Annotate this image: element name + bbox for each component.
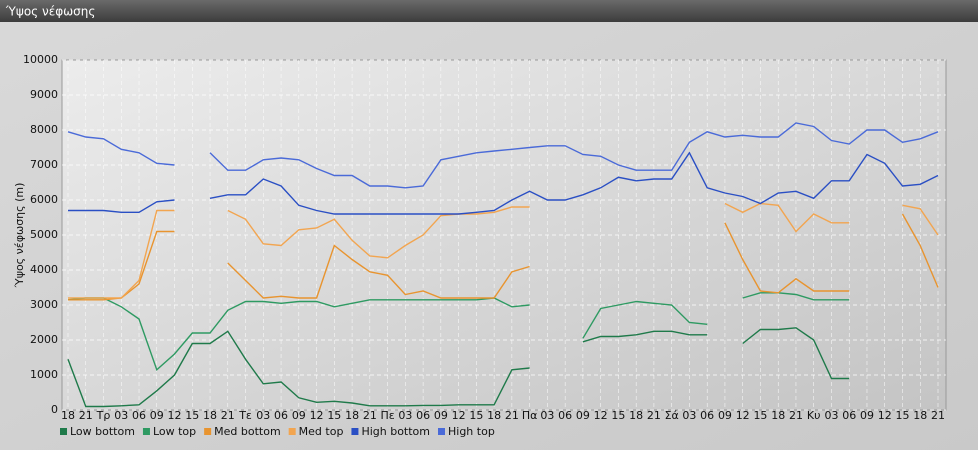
x-tick-label: 21: [79, 409, 93, 422]
x-tick-label: 21: [647, 409, 661, 422]
x-tick-label: 15: [753, 409, 767, 422]
legend-swatch: [288, 428, 296, 435]
y-tick-label: 10000: [23, 53, 58, 66]
x-tick-label: 18: [771, 409, 785, 422]
x-tick-label: 18: [61, 409, 75, 422]
x-tick-label: 06: [132, 409, 146, 422]
x-tick-label: 18: [913, 409, 927, 422]
x-tick-label: Τρ: [96, 409, 111, 422]
x-tick-label: 15: [895, 409, 909, 422]
series-line: [67, 292, 850, 372]
x-tick-label: 03: [114, 409, 128, 422]
legend-swatch: [204, 428, 212, 435]
x-tick-label: Κυ: [807, 409, 821, 422]
x-tick-label: 09: [150, 409, 164, 422]
y-tick-label: 7000: [30, 158, 58, 171]
x-tick-label: 12: [594, 409, 608, 422]
x-tick-label: Τε: [238, 409, 252, 422]
y-tick-label: 0: [51, 403, 58, 416]
x-tick-label: 21: [505, 409, 519, 422]
legend-swatch: [142, 428, 150, 435]
legend-label: Low top: [153, 425, 196, 438]
series-line: [67, 327, 850, 408]
x-tick-label: 03: [256, 409, 270, 422]
series-line: [68, 151, 939, 215]
y-tick-label: 9000: [30, 88, 58, 101]
legend-label: Low bottom: [70, 425, 135, 438]
x-tick-label: 06: [558, 409, 572, 422]
x-tick-label: Σά: [665, 409, 679, 422]
x-tick-label: 12: [310, 409, 324, 422]
x-tick-label: 21: [789, 409, 803, 422]
x-tick-label: 21: [221, 409, 235, 422]
x-tick-label: 21: [931, 409, 945, 422]
x-tick-label: 09: [292, 409, 306, 422]
series-line: [68, 202, 939, 299]
legend-label: Med top: [299, 425, 344, 438]
x-tick-label: 15: [327, 409, 341, 422]
x-tick-label: 03: [682, 409, 696, 422]
x-tick-label: 09: [434, 409, 448, 422]
header: [0, 0, 978, 22]
x-tick-label: 18: [345, 409, 359, 422]
x-tick-label: 06: [700, 409, 714, 422]
y-tick-label: 1000: [30, 368, 58, 381]
x-tick-label: 18: [487, 409, 501, 422]
x-tick-label: 03: [540, 409, 554, 422]
x-tick-label: 18: [203, 409, 217, 422]
x-tick-label: 15: [185, 409, 199, 422]
x-tick-label: 09: [860, 409, 874, 422]
x-tick-label: 21: [363, 409, 377, 422]
y-tick-label: 8000: [30, 123, 58, 136]
series-line: [67, 122, 939, 189]
y-tick-label: 3000: [30, 298, 58, 311]
legend-label: Med bottom: [214, 425, 281, 438]
legend-label: High bottom: [361, 425, 430, 438]
x-tick-label: 15: [611, 409, 625, 422]
y-tick-label: 6000: [30, 193, 58, 206]
x-tick-label: 06: [274, 409, 288, 422]
x-tick-label: 03: [398, 409, 412, 422]
x-tick-label: 12: [736, 409, 750, 422]
x-tick-label: 12: [878, 409, 892, 422]
x-tick-label: 09: [718, 409, 732, 422]
legend-swatch: [438, 428, 445, 435]
x-tick-label: Πε: [380, 409, 394, 422]
panel-title: Ύψος νέφωσης: [5, 5, 95, 19]
x-tick-label: 09: [576, 409, 590, 422]
y-tick-label: 5000: [30, 228, 58, 241]
x-tick-label: 06: [842, 409, 856, 422]
y-tick-label: 4000: [30, 263, 58, 276]
legend-label: High top: [448, 425, 495, 438]
y-tick-label: 2000: [30, 333, 58, 346]
legend-swatch: [351, 428, 359, 435]
legend-swatch: [60, 428, 67, 435]
y-axis-label: Ύψος νέφωσης (m): [13, 183, 26, 289]
x-tick-label: 18: [629, 409, 643, 422]
x-tick-label: 03: [824, 409, 838, 422]
x-tick-label: 12: [168, 409, 182, 422]
x-tick-label: Πα: [522, 409, 538, 422]
x-tick-label: 15: [469, 409, 483, 422]
x-tick-label: 06: [416, 409, 430, 422]
x-tick-label: 12: [452, 409, 466, 422]
